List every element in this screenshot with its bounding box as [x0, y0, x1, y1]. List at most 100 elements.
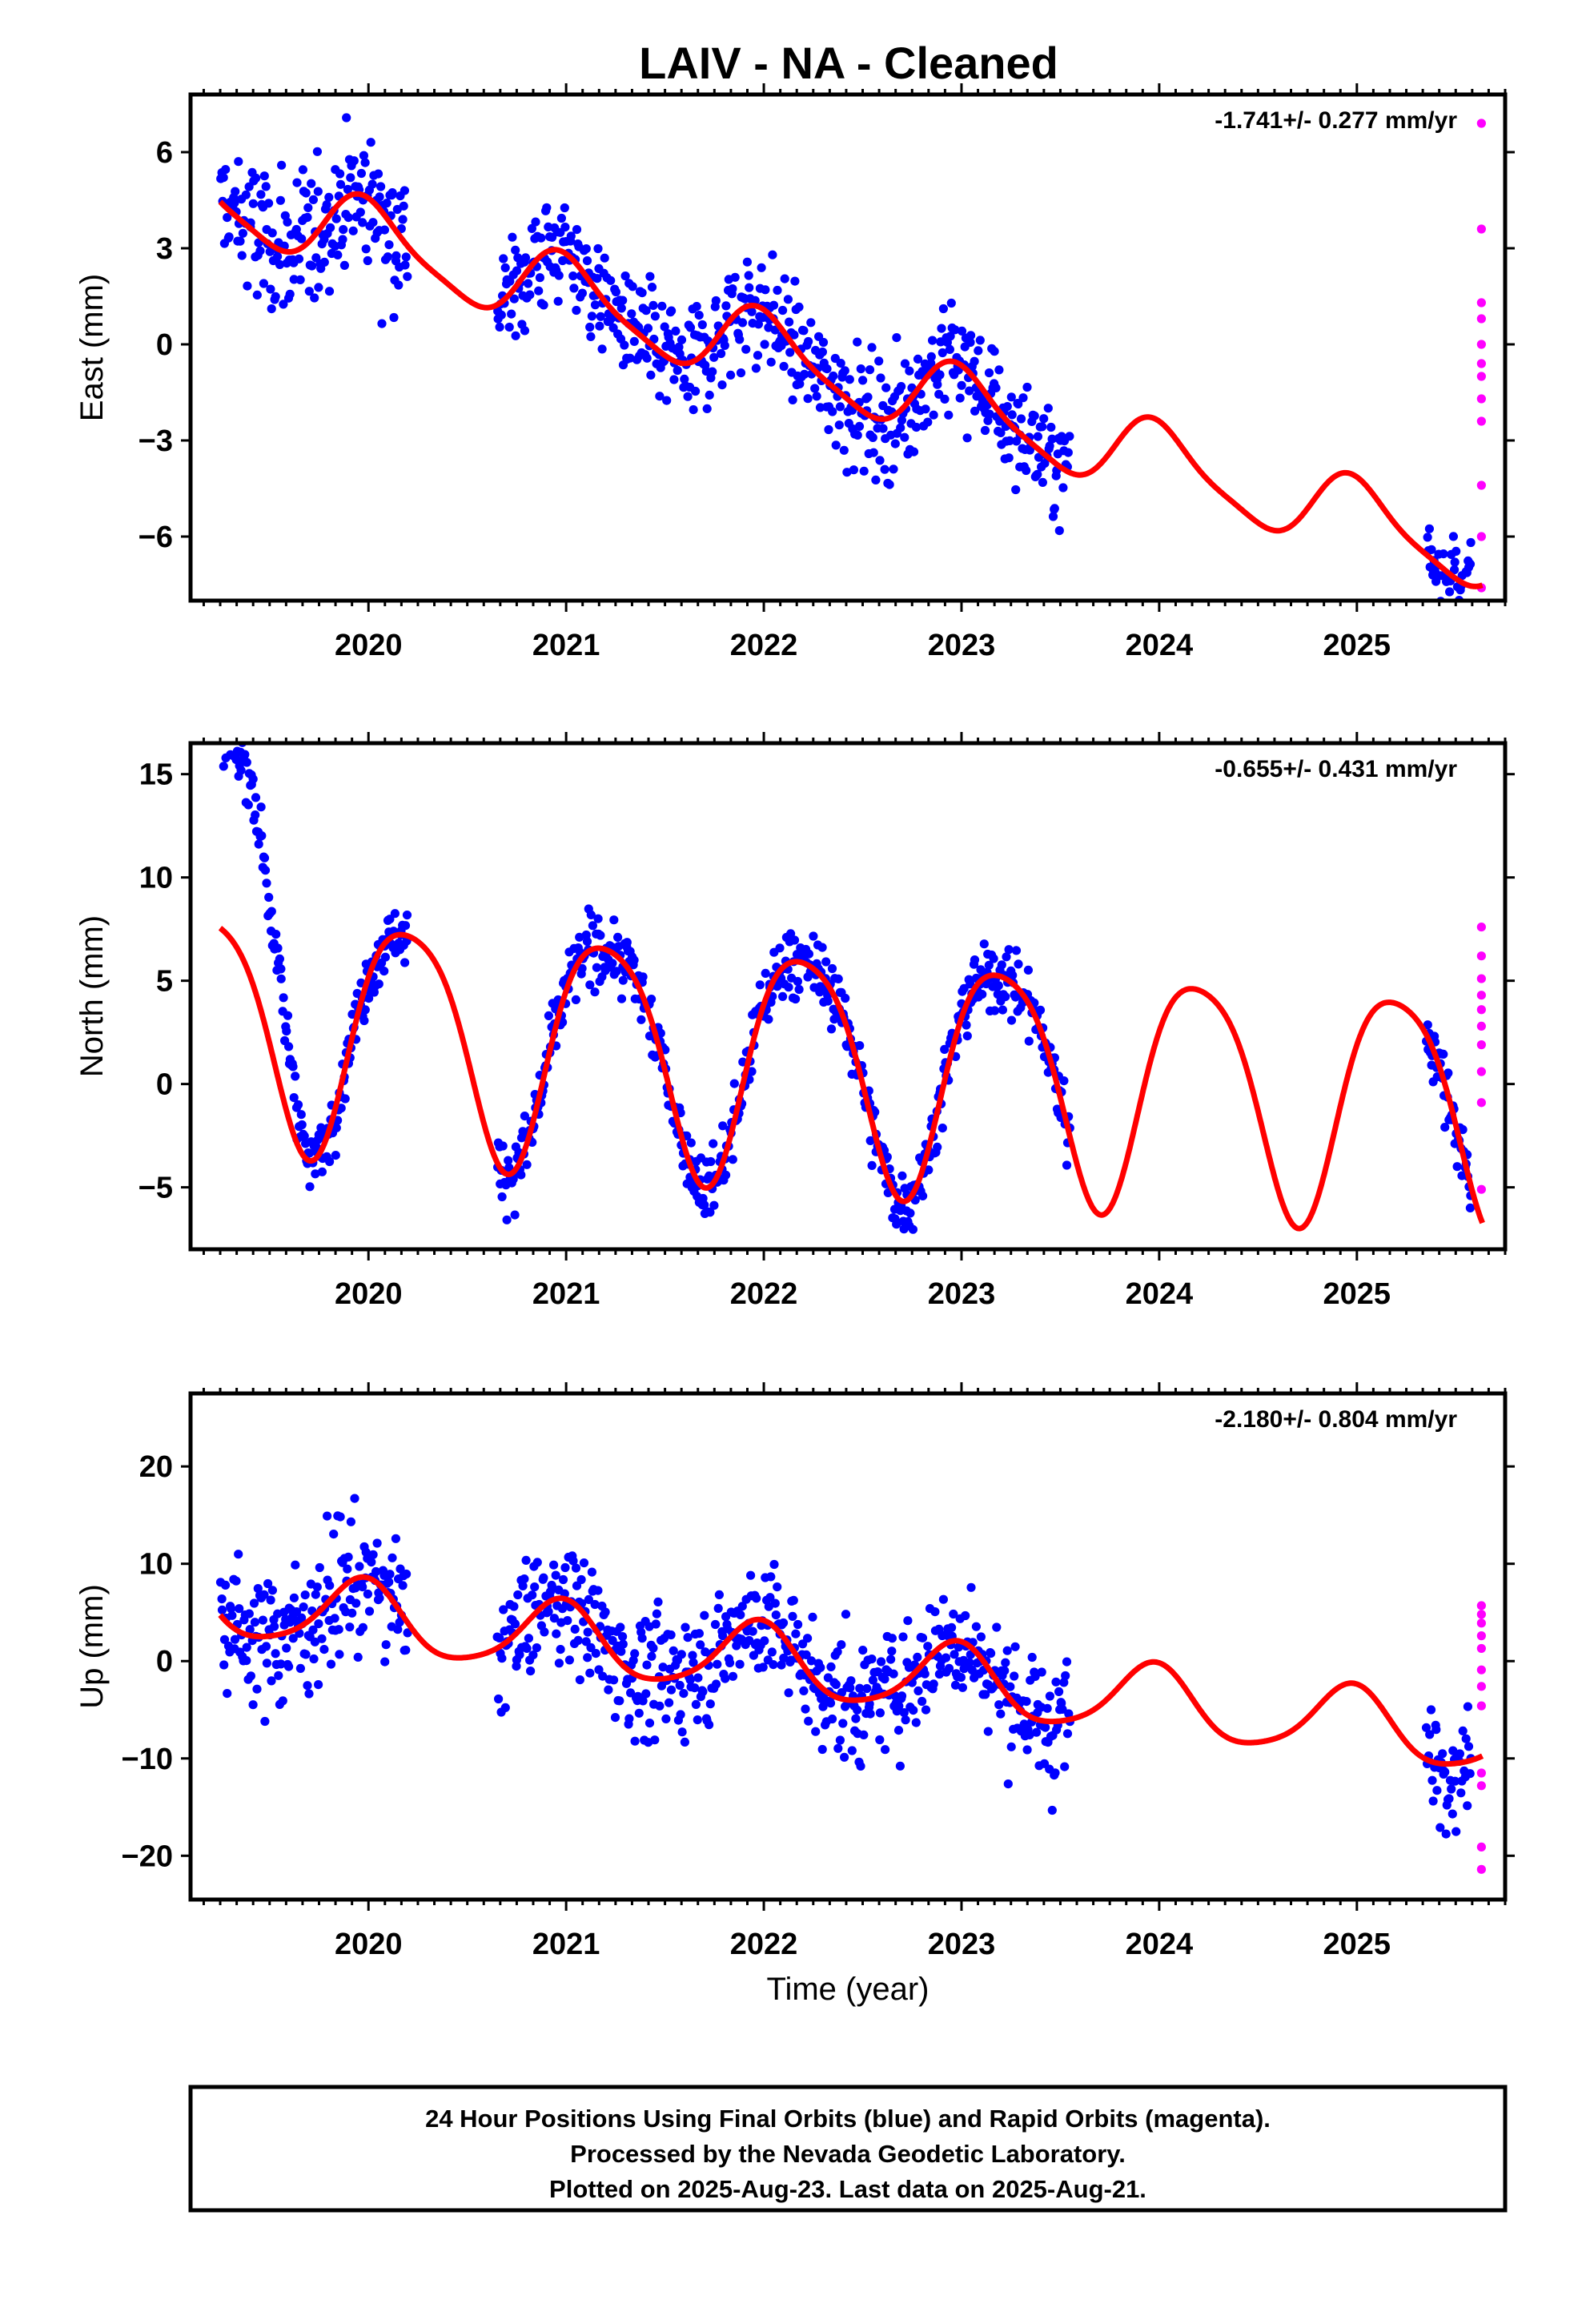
- data-point: [227, 732, 236, 741]
- data-point: [301, 1650, 311, 1659]
- data-point: [637, 1634, 647, 1643]
- data-point: [710, 1619, 721, 1630]
- data-point: [784, 983, 793, 992]
- data-point: [291, 1072, 300, 1081]
- data-point: [755, 980, 765, 990]
- data-point: [274, 1671, 283, 1680]
- up-xtick-label: 2022: [730, 1928, 798, 1961]
- data-point: [583, 1653, 592, 1663]
- data-point: [363, 1589, 372, 1599]
- data-point: [1447, 1784, 1456, 1794]
- data-point: [525, 290, 535, 300]
- rapid-point: [1476, 480, 1486, 490]
- data-point: [966, 331, 976, 340]
- east-xtick-label: 2025: [1323, 629, 1391, 662]
- data-point: [1458, 1125, 1468, 1135]
- data-point: [855, 1683, 865, 1693]
- data-point: [577, 963, 587, 973]
- north-rapid-points: [1476, 922, 1486, 1194]
- data-point: [894, 1701, 904, 1711]
- rapid-point: [1476, 1643, 1486, 1654]
- data-point: [705, 1720, 714, 1730]
- data-point: [1465, 559, 1476, 569]
- data-point: [1423, 1020, 1432, 1030]
- data-point: [256, 190, 266, 199]
- data-point: [593, 243, 603, 254]
- data-point: [260, 1716, 270, 1727]
- data-point: [400, 186, 409, 195]
- data-point: [876, 373, 885, 383]
- data-point: [331, 1151, 340, 1160]
- data-point: [934, 1669, 944, 1679]
- data-point: [984, 368, 994, 378]
- data-point: [219, 1660, 229, 1670]
- data-point: [1045, 1691, 1054, 1701]
- up-xtick-label: 2023: [928, 1928, 996, 1961]
- data-point: [275, 259, 285, 269]
- data-point: [542, 203, 552, 212]
- north-xtick-label: 2023: [928, 1277, 996, 1311]
- data-point: [349, 156, 359, 166]
- data-point: [897, 1691, 907, 1701]
- data-point: [647, 1651, 656, 1661]
- data-point: [317, 1167, 327, 1176]
- data-point: [777, 1660, 786, 1670]
- data-point: [1050, 504, 1059, 513]
- data-point: [799, 1686, 809, 1695]
- data-point: [911, 1718, 921, 1727]
- data-point: [655, 392, 665, 401]
- data-point: [558, 1574, 568, 1585]
- data-point: [238, 228, 247, 238]
- data-point: [683, 1633, 693, 1642]
- data-point: [880, 1675, 889, 1684]
- data-point: [648, 1643, 658, 1653]
- data-point: [522, 1160, 532, 1169]
- data-point: [618, 296, 628, 305]
- data-point: [1463, 1801, 1472, 1811]
- data-point: [1443, 606, 1452, 615]
- data-point: [897, 382, 906, 392]
- data-point: [1062, 1729, 1073, 1739]
- data-point: [1061, 1671, 1070, 1681]
- data-point: [1439, 1049, 1448, 1059]
- data-point: [223, 1689, 232, 1699]
- data-point: [788, 395, 797, 404]
- data-point: [358, 1622, 367, 1632]
- data-point: [648, 300, 658, 310]
- data-point: [585, 322, 595, 332]
- data-point: [994, 1700, 1004, 1710]
- data-point: [224, 232, 234, 242]
- data-point: [509, 1602, 519, 1611]
- data-point: [674, 342, 684, 352]
- data-point: [889, 464, 898, 474]
- data-point: [846, 1676, 856, 1686]
- data-point: [553, 296, 563, 306]
- data-point: [913, 354, 923, 364]
- data-point: [401, 252, 411, 262]
- data-point: [817, 1744, 827, 1755]
- data-point: [665, 1698, 674, 1707]
- data-point: [303, 212, 312, 222]
- data-point: [642, 1660, 652, 1670]
- data-point: [1030, 1671, 1040, 1681]
- data-point: [638, 972, 648, 982]
- data-point: [920, 1669, 930, 1679]
- data-point: [778, 991, 788, 1001]
- data-point: [825, 1699, 836, 1708]
- data-point: [839, 445, 849, 455]
- data-point: [1464, 1742, 1474, 1751]
- data-point: [372, 1538, 382, 1548]
- data-point: [251, 810, 260, 820]
- up-ytick-label: −20: [122, 1839, 173, 1873]
- data-point: [812, 392, 821, 401]
- data-point: [841, 993, 850, 1003]
- data-point: [1463, 1702, 1472, 1711]
- rapid-point: [1476, 1701, 1486, 1711]
- data-point: [295, 275, 305, 284]
- data-point: [669, 375, 679, 384]
- panel-east: 6 3 0 −3 −6 2020 2021 2022 2023 2024 2025 East (mm)…: [74, 83, 1515, 662]
- data-point: [343, 213, 353, 223]
- data-point: [1045, 441, 1054, 451]
- data-point: [573, 1635, 583, 1645]
- data-point: [690, 1683, 700, 1693]
